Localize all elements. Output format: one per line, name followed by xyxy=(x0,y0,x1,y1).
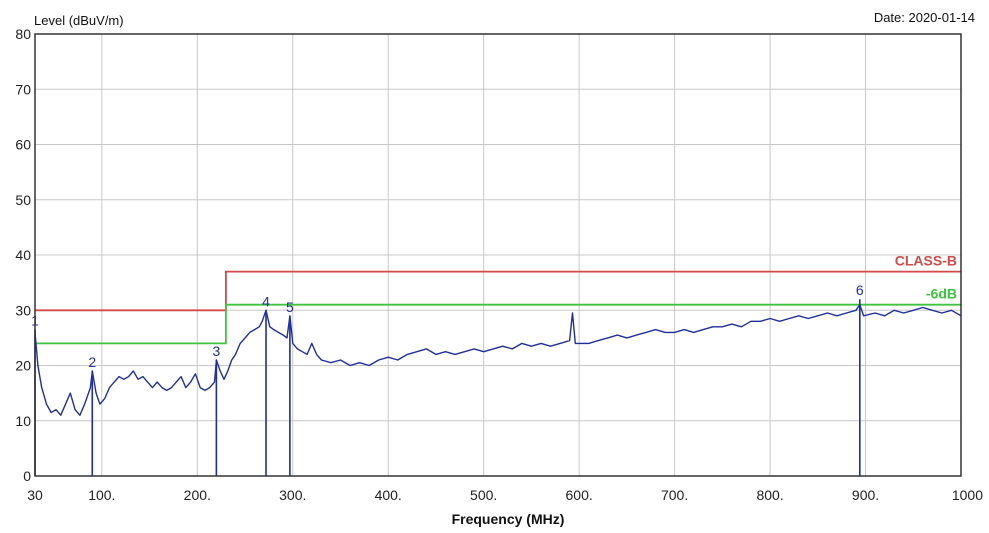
grid-layer xyxy=(35,34,961,476)
measurement-trace xyxy=(34,304,962,416)
margin-label: -6dB xyxy=(926,286,957,302)
y-tick-label: 50 xyxy=(15,192,31,208)
x-tick-label: 400. xyxy=(375,487,402,503)
trace-layer xyxy=(34,304,962,416)
y-tick-label: 40 xyxy=(15,247,31,263)
x-tick-label: 500. xyxy=(470,487,497,503)
x-tick-label: 900. xyxy=(852,487,879,503)
x-tick-label: 30 xyxy=(27,487,43,503)
marker-label: 4 xyxy=(262,293,270,309)
plot-frame xyxy=(34,33,962,477)
class-b-label: CLASS-B xyxy=(895,253,957,269)
x-tick-label: 800. xyxy=(756,487,783,503)
y-tick-label: 0 xyxy=(23,468,31,484)
class-b-limit-line xyxy=(35,270,961,312)
x-tick-label: 300. xyxy=(279,487,306,503)
x-tick-label: 600. xyxy=(566,487,593,503)
axis-layer: 0 10 20 30 40 50 60 70 80 30 100. 200. 300. 400. 500. 6… xyxy=(15,26,983,503)
marker-label: 3 xyxy=(212,343,220,359)
x-tick-label: 1000 xyxy=(952,487,983,503)
y-tick-label: 70 xyxy=(15,81,31,97)
marker-label: 5 xyxy=(286,299,294,315)
date-label: Date: 2020-01-14 xyxy=(874,10,975,25)
marker-label: 2 xyxy=(88,354,96,370)
x-tick-label: 100. xyxy=(88,487,115,503)
y-tick-label: 60 xyxy=(15,137,31,153)
x-tick-label: 700. xyxy=(661,487,688,503)
y-tick-label: 80 xyxy=(15,26,31,42)
y-axis-title: Level (dBuV/m) xyxy=(34,13,124,28)
limit-layer: CLASS-B -6dB xyxy=(35,253,961,345)
y-tick-label: 20 xyxy=(15,358,31,374)
marker-label: 6 xyxy=(856,282,864,298)
y-tick-label: 30 xyxy=(15,302,31,318)
x-tick-label: 200. xyxy=(184,487,211,503)
margin-limit-line xyxy=(35,303,961,345)
y-tick-label: 10 xyxy=(15,413,31,429)
x-axis-title: Frequency (MHz) xyxy=(452,511,565,527)
